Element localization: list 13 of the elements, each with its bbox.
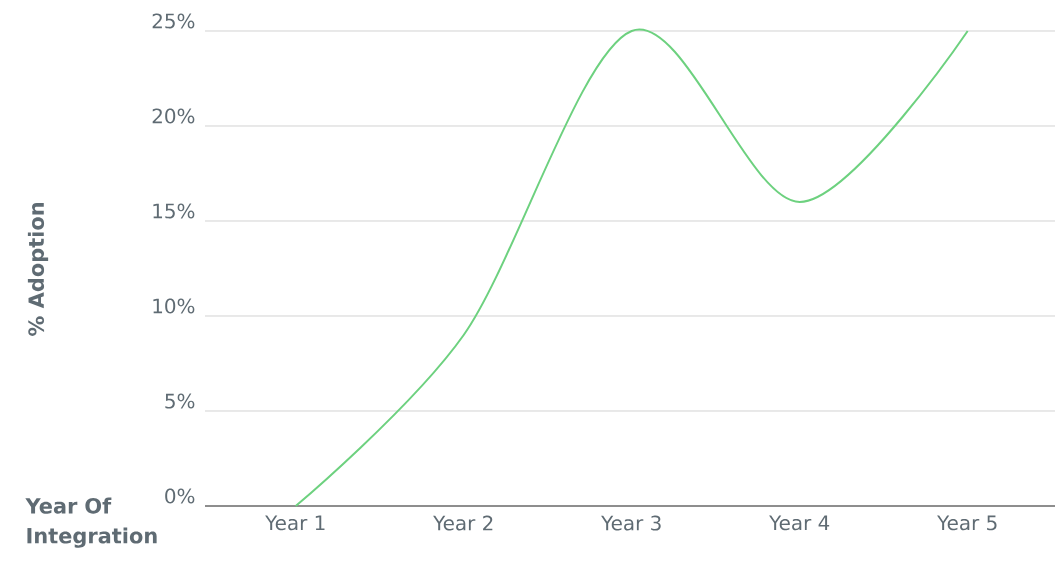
x-tick-label: Year 3	[601, 515, 661, 531]
y-tick-label: 20%	[152, 108, 195, 124]
x-axis-title: Year Of Integration	[25, 497, 157, 548]
y-tick-label: 10%	[153, 298, 195, 314]
y-tick-label: 5%	[165, 393, 195, 409]
y-tick-label: 15%	[153, 203, 195, 219]
x-tick-label: Year 4	[769, 515, 830, 531]
y-tick-label: 25%	[152, 13, 195, 29]
y-axis-title: % Adoption	[27, 203, 49, 336]
x-tick-label: Year 5	[937, 515, 997, 531]
x-tick-label: Year 1	[265, 515, 325, 531]
y-tick-label: 0%	[165, 488, 195, 504]
x-tick-label: Year 2	[433, 515, 493, 531]
